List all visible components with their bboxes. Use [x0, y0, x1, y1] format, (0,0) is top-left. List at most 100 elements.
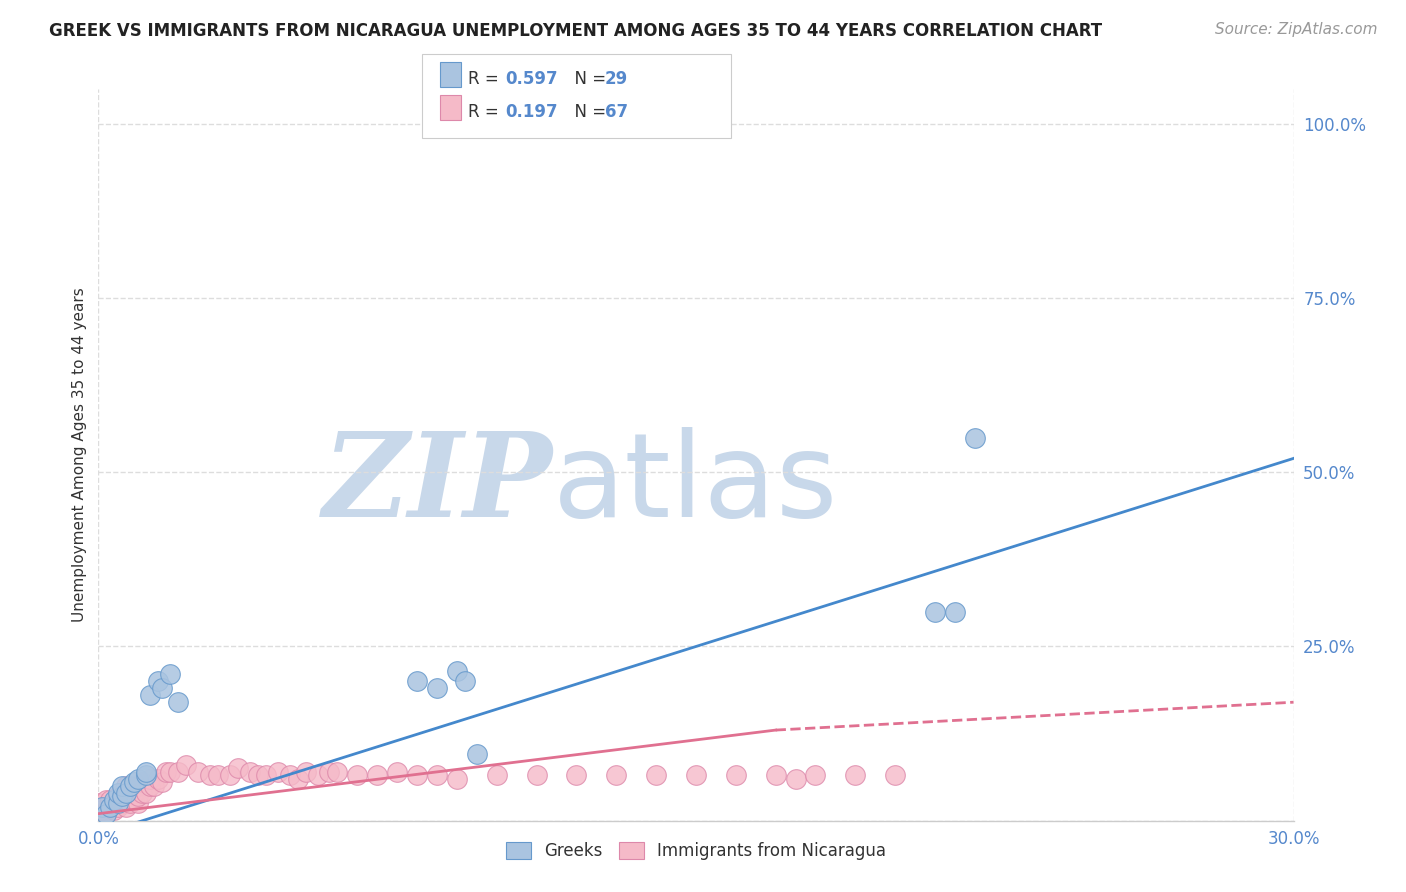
- Point: [111, 796, 134, 810]
- Point: [346, 768, 368, 782]
- Point: [148, 674, 170, 689]
- Point: [765, 768, 787, 782]
- Point: [219, 768, 242, 782]
- Point: [103, 803, 125, 817]
- Text: R =: R =: [468, 103, 505, 120]
- Point: [135, 768, 157, 782]
- Point: [139, 779, 162, 793]
- Point: [127, 796, 149, 810]
- Point: [785, 772, 807, 786]
- Point: [107, 789, 129, 804]
- Point: [143, 779, 166, 793]
- Point: [155, 764, 177, 779]
- Point: [120, 786, 142, 800]
- Point: [167, 764, 190, 779]
- Point: [287, 772, 309, 786]
- Point: [267, 764, 290, 779]
- Point: [103, 793, 125, 807]
- Point: [120, 796, 142, 810]
- Text: ZIP: ZIP: [322, 426, 553, 541]
- Point: [115, 799, 138, 814]
- Point: [844, 768, 866, 782]
- Point: [87, 796, 110, 810]
- Point: [91, 799, 114, 814]
- Point: [724, 768, 747, 782]
- Point: [426, 681, 449, 696]
- Point: [131, 775, 153, 789]
- Point: [131, 786, 153, 800]
- Text: 0.197: 0.197: [505, 103, 557, 120]
- Point: [150, 775, 173, 789]
- Text: 29: 29: [605, 70, 628, 87]
- Point: [239, 764, 262, 779]
- Point: [148, 772, 170, 786]
- Point: [526, 768, 548, 782]
- Point: [943, 605, 966, 619]
- Point: [446, 664, 468, 678]
- Point: [135, 786, 157, 800]
- Point: [98, 799, 122, 814]
- Point: [307, 768, 329, 782]
- Point: [485, 768, 508, 782]
- Text: 0.597: 0.597: [505, 70, 557, 87]
- Text: GREEK VS IMMIGRANTS FROM NICARAGUA UNEMPLOYMENT AMONG AGES 35 TO 44 YEARS CORREL: GREEK VS IMMIGRANTS FROM NICARAGUA UNEMP…: [49, 22, 1102, 40]
- Point: [465, 747, 488, 762]
- Point: [804, 768, 827, 782]
- Point: [174, 758, 197, 772]
- Point: [111, 779, 134, 793]
- Point: [207, 768, 229, 782]
- Point: [127, 772, 149, 786]
- Point: [226, 761, 249, 775]
- Text: 67: 67: [605, 103, 627, 120]
- Point: [454, 674, 477, 689]
- Point: [884, 768, 907, 782]
- Point: [685, 768, 707, 782]
- Text: R =: R =: [468, 70, 505, 87]
- Point: [103, 796, 125, 810]
- Point: [120, 779, 142, 793]
- Point: [254, 768, 277, 782]
- Point: [326, 764, 349, 779]
- Point: [96, 806, 118, 821]
- Legend: Greeks, Immigrants from Nicaragua: Greeks, Immigrants from Nicaragua: [499, 836, 893, 867]
- Point: [198, 768, 221, 782]
- Point: [107, 786, 129, 800]
- Point: [385, 764, 409, 779]
- Point: [278, 768, 301, 782]
- Point: [963, 430, 986, 444]
- Point: [366, 768, 388, 782]
- Point: [139, 688, 162, 702]
- Point: [605, 768, 627, 782]
- Point: [115, 779, 138, 793]
- Point: [150, 681, 173, 696]
- Point: [318, 764, 340, 779]
- Point: [111, 786, 134, 800]
- Point: [406, 674, 429, 689]
- Point: [124, 775, 146, 789]
- Point: [426, 768, 449, 782]
- Point: [127, 789, 149, 804]
- Point: [91, 803, 114, 817]
- Point: [111, 789, 134, 804]
- Point: [565, 768, 588, 782]
- Point: [159, 764, 181, 779]
- Point: [124, 793, 146, 807]
- Point: [98, 799, 122, 814]
- Point: [446, 772, 468, 786]
- Point: [294, 764, 316, 779]
- Point: [139, 772, 162, 786]
- Point: [187, 764, 209, 779]
- Point: [924, 605, 946, 619]
- Point: [246, 768, 269, 782]
- Point: [135, 764, 157, 779]
- Point: [107, 799, 129, 814]
- Point: [406, 768, 429, 782]
- Point: [107, 796, 129, 810]
- Point: [96, 806, 118, 821]
- Y-axis label: Unemployment Among Ages 35 to 44 years: Unemployment Among Ages 35 to 44 years: [72, 287, 87, 623]
- Point: [115, 786, 138, 800]
- Point: [159, 667, 181, 681]
- Point: [98, 793, 122, 807]
- Text: Source: ZipAtlas.com: Source: ZipAtlas.com: [1215, 22, 1378, 37]
- Point: [167, 695, 190, 709]
